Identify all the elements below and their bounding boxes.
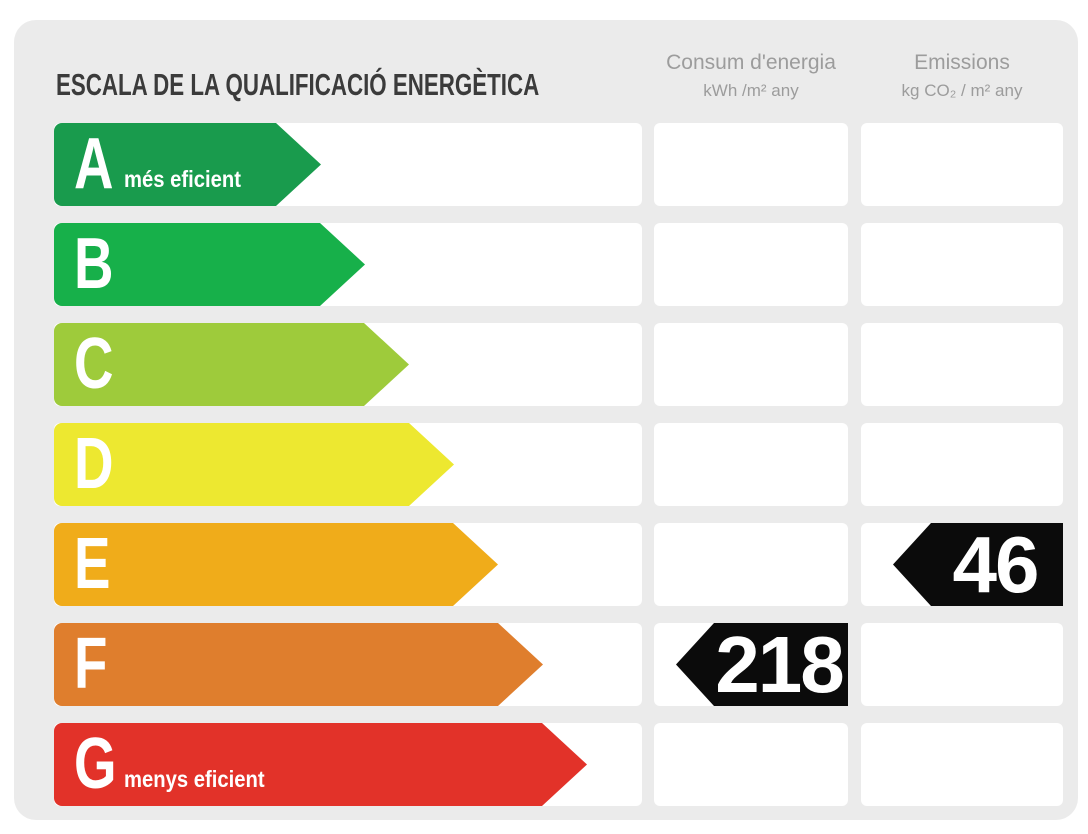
- scale-row-f: F 218: [54, 623, 1063, 706]
- consum-cell: [654, 323, 848, 406]
- scale-row-b: B: [54, 223, 1063, 306]
- consum-cell: [654, 523, 848, 606]
- bar-track: B: [54, 223, 642, 306]
- bar-track: A més eficient: [54, 123, 642, 206]
- grade-letter: D: [74, 424, 114, 504]
- consum-cell: [654, 723, 848, 806]
- grade-arrow: G menys eficient: [54, 723, 587, 806]
- consum-value: 218: [715, 620, 844, 709]
- consum-cell: [654, 223, 848, 306]
- consum-header-unit: kWh /m² any: [703, 81, 799, 100]
- grade-letter: G: [74, 724, 117, 804]
- grade-arrow: A més eficient: [54, 123, 321, 206]
- grade-qualifier-label: més eficient: [124, 166, 241, 192]
- scale-row-a: A més eficient: [54, 123, 1063, 206]
- emissions-cell: 46: [861, 523, 1063, 606]
- page-title: ESCALA DE LA QUALIFICACIÓ ENERGÈTICA: [56, 67, 540, 102]
- energy-scale-card: ESCALA DE LA QUALIFICACIÓ ENERGÈTICA Con…: [14, 20, 1078, 820]
- grade-letter: C: [74, 324, 114, 404]
- emissions-value-badge: 46: [893, 523, 1063, 606]
- scale-row-e: E 46: [54, 523, 1063, 606]
- consum-cell: [654, 423, 848, 506]
- emissions-header-title: Emissions: [914, 51, 1010, 74]
- grade-letter: A: [74, 124, 114, 204]
- consum-column-header: Consum d'energia kWh /m² any: [654, 52, 848, 100]
- consum-header-title: Consum d'energia: [666, 51, 836, 74]
- grade-arrow: B: [54, 223, 365, 306]
- emissions-header-unit: kg CO₂ / m² any: [901, 81, 1023, 100]
- emissions-value: 46: [952, 520, 1040, 609]
- bar-track: E: [54, 523, 642, 606]
- emissions-cell: [861, 223, 1063, 306]
- grade-qualifier-label: menys eficient: [124, 766, 265, 792]
- emissions-cell: [861, 423, 1063, 506]
- bar-track: F: [54, 623, 642, 706]
- consum-value-badge: 218: [676, 623, 848, 706]
- emissions-cell: [861, 323, 1063, 406]
- bar-track: G menys eficient: [54, 723, 642, 806]
- grade-letter: F: [74, 624, 108, 704]
- emissions-cell: [861, 723, 1063, 806]
- grade-arrow: C: [54, 323, 409, 406]
- bar-track: C: [54, 323, 642, 406]
- consum-cell: [654, 123, 848, 206]
- consum-cell: 218: [654, 623, 848, 706]
- grade-letter: B: [74, 224, 114, 304]
- grade-arrow: D: [54, 423, 454, 506]
- grade-arrow: E: [54, 523, 498, 606]
- emissions-cell: [861, 123, 1063, 206]
- scale-row-d: D: [54, 423, 1063, 506]
- bar-track: D: [54, 423, 642, 506]
- emissions-cell: [861, 623, 1063, 706]
- grade-letter: E: [74, 524, 111, 604]
- emissions-column-header: Emissions kg CO₂ / m² any: [861, 52, 1063, 100]
- grade-arrow: F: [54, 623, 543, 706]
- scale-row-c: C: [54, 323, 1063, 406]
- scale-row-g: G menys eficient: [54, 723, 1063, 806]
